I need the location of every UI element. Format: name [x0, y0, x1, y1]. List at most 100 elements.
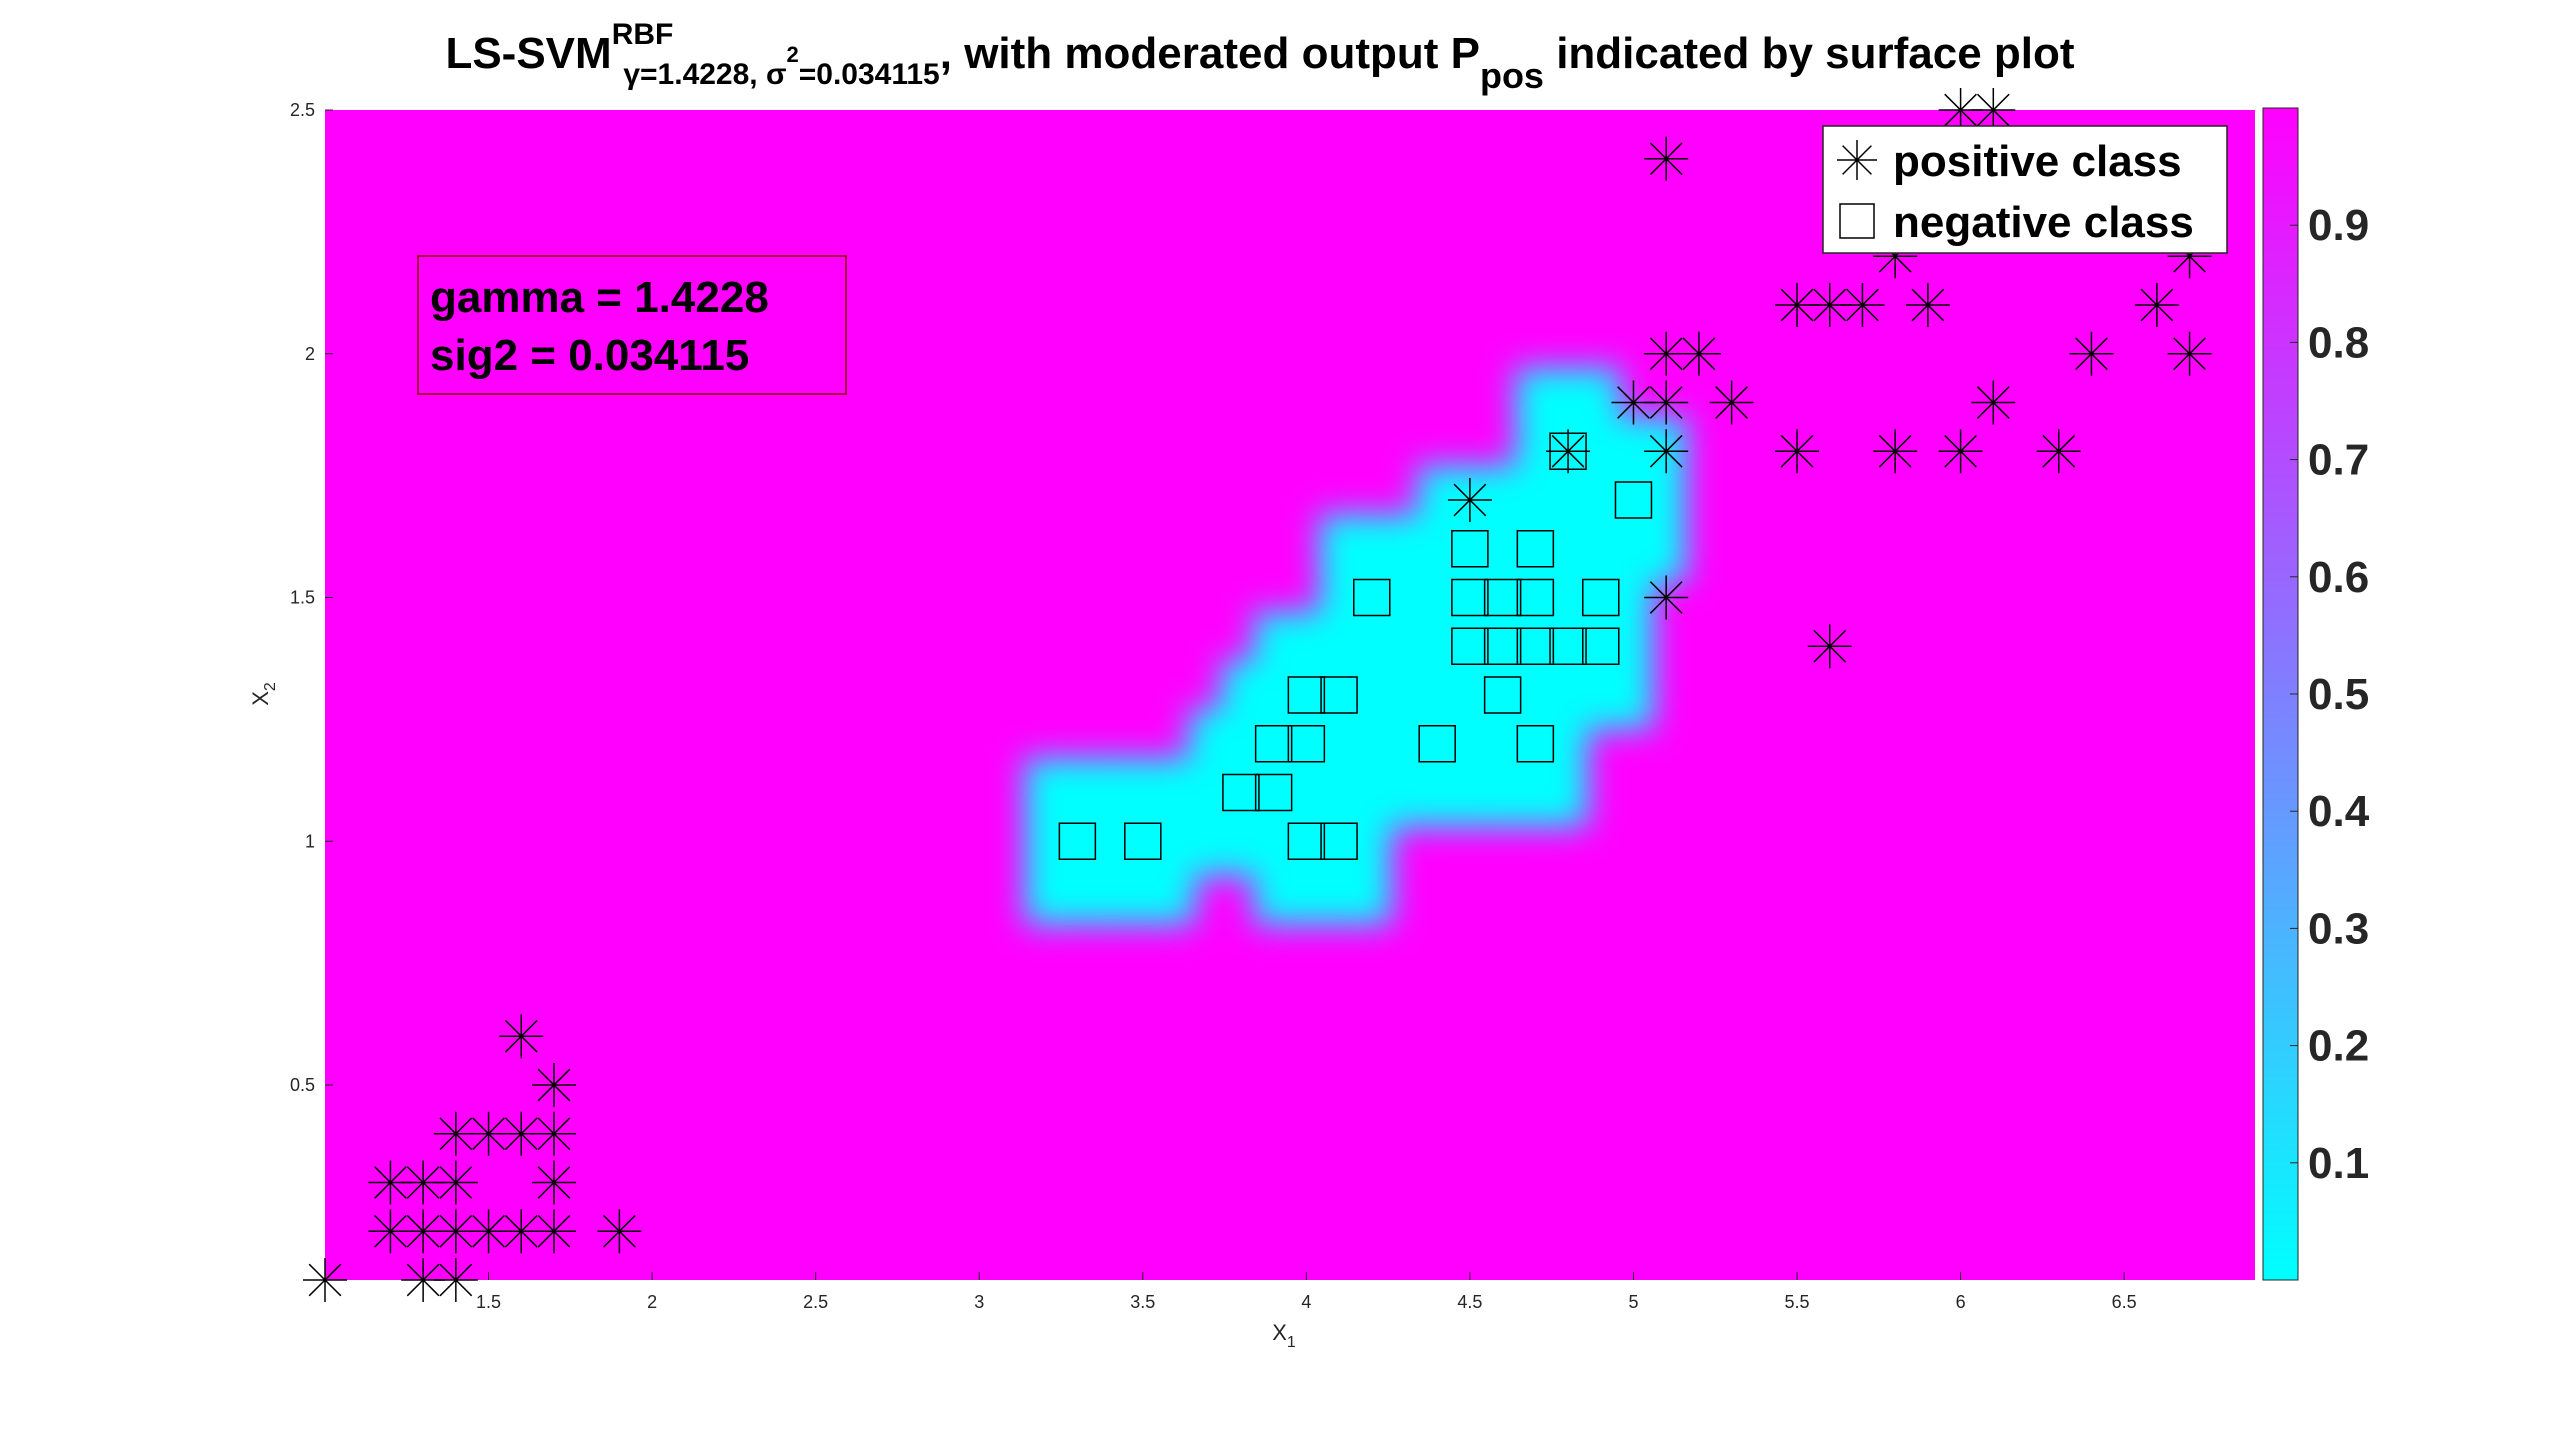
x-tick-label: 3.5 — [1130, 1292, 1155, 1312]
colorbar-tick-label: 0.8 — [2308, 318, 2369, 367]
negative-class-point — [1353, 578, 1391, 617]
positive-class-point — [2134, 283, 2179, 327]
colorbar-tick-label: 0.6 — [2308, 553, 2369, 602]
positive-class-point — [1676, 331, 1721, 376]
positive-class-point — [597, 1209, 642, 1254]
negative-class-point — [1287, 725, 1326, 763]
legend-label-positive: positive class — [1893, 137, 2182, 186]
title-subscript-sup: 2 — [787, 42, 799, 67]
surface-negative-region — [1025, 368, 1686, 925]
positive-class-point — [1873, 429, 1918, 474]
positive-class-point — [2069, 331, 2114, 376]
negative-class-point — [1614, 481, 1653, 519]
positive-class-point — [1938, 429, 1983, 474]
x-axis-label: X1 — [1272, 1320, 1296, 1351]
legend-square-marker — [1839, 203, 1875, 239]
y-tick-label: 1.5 — [290, 588, 315, 608]
positive-class-point — [303, 1258, 347, 1302]
x-tick-label: 3 — [974, 1292, 984, 1312]
x-axis-ticks: 1.5 2 2.5 3 3.5 4 4.5 5 5.5 6 6.5 — [476, 1272, 2137, 1312]
y-axis-label: X2 — [248, 682, 279, 706]
negative-class-point — [1516, 725, 1555, 763]
positive-class-point — [1546, 429, 1591, 474]
positive-class-point — [433, 1258, 478, 1302]
annotation-sig2: sig2 = 0.034115 — [430, 331, 749, 380]
y-tick-label: 2.5 — [290, 100, 315, 120]
title-superscript: RBF — [612, 18, 674, 51]
negative-class-point — [1451, 530, 1489, 568]
negative-class-point — [1582, 578, 1620, 617]
negative-class-point — [1254, 773, 1293, 812]
y-tick-label: 0.5 — [290, 1075, 315, 1095]
colorbar-tick-label: 0.7 — [2308, 436, 2369, 485]
positive-class-point — [368, 1160, 413, 1205]
x-tick-label: 4 — [1301, 1292, 1311, 1312]
negative-class-point — [1254, 725, 1293, 763]
negative-class-point — [1516, 578, 1555, 617]
colorbar-tick-label: 0.5 — [2308, 670, 2369, 719]
positive-class-point — [1447, 478, 1492, 522]
positive-class-point — [2167, 331, 2212, 376]
title-rest: indicated by surface plot — [1544, 29, 2075, 78]
negative-class-point — [1451, 578, 1489, 617]
y-axis-ticks: 0.5 1 1.5 2 2.5 — [290, 100, 333, 1095]
x-tick-label: 1.5 — [476, 1292, 501, 1312]
negative-class-point — [1516, 627, 1555, 665]
positive-class-point — [1709, 380, 1754, 425]
positive-class-point — [1971, 88, 2016, 132]
title-subscript-rest: =0.034115 — [799, 58, 940, 91]
legend-label-negative: negative class — [1893, 198, 2194, 247]
x-tick-label: 2.5 — [803, 1292, 828, 1312]
negative-class-point — [1418, 725, 1456, 763]
negative-class-point — [1058, 822, 1097, 860]
negative-class-point — [1483, 627, 1522, 665]
annotation-gamma: gamma = 1.4228 — [430, 273, 769, 322]
negative-class-point — [1483, 578, 1522, 617]
positive-class-point — [531, 1111, 576, 1156]
colorbar: 0.1 0.2 0.3 0.4 0.5 0.6 0.7 0.8 0.9 — [2262, 107, 2370, 1281]
colorbar-ticks: 0.1 0.2 0.3 0.4 0.5 0.6 0.7 0.8 0.9 — [2290, 201, 2370, 1188]
markers — [303, 88, 2212, 1302]
y-tick-label: 2 — [305, 344, 315, 364]
negative-class-point — [1516, 530, 1555, 568]
negative-class-point — [1549, 627, 1587, 665]
title-subscript: γ=1.4228, σ — [623, 58, 786, 91]
annotation-box: gamma = 1.4228 sig2 = 0.034115 — [417, 255, 847, 395]
positive-class-point — [499, 1014, 544, 1059]
x-tick-label: 6.5 — [2112, 1292, 2137, 1312]
x-tick-label: 5.5 — [1785, 1292, 1810, 1312]
legend-square-glyph — [1839, 203, 1875, 239]
x-tick-label: 6 — [1956, 1292, 1966, 1312]
chart-title: LS-SVMRBF γ=1.4228, σ2=0.034115, with mod… — [445, 18, 2074, 96]
positive-class-point — [1644, 575, 1689, 620]
negative-class-point — [1320, 822, 1358, 860]
negative-class-point — [1124, 822, 1162, 860]
positive-class-point — [433, 1160, 478, 1205]
positive-class-point — [1905, 283, 1950, 327]
positive-class-point — [531, 1209, 576, 1254]
positive-class-point — [531, 1160, 576, 1205]
negative-class-point — [1287, 676, 1326, 714]
negative-class-point — [1582, 627, 1620, 665]
colorbar-tick-label: 0.3 — [2308, 904, 2369, 953]
positive-class-point — [1611, 380, 1656, 425]
title-prefix: LS-SVM — [445, 29, 611, 78]
positive-class-point — [2036, 429, 2081, 474]
surface-cell — [1319, 514, 1425, 681]
negative-class-point — [1483, 676, 1522, 714]
negative-class-point — [1287, 822, 1326, 860]
negative-class-point — [1451, 627, 1489, 665]
title-middle: , with moderated output P — [940, 29, 1480, 78]
surface-cell — [1090, 758, 1196, 925]
colorbar-tick-label: 0.2 — [2308, 1022, 2369, 1071]
positive-class-point — [1840, 283, 1885, 327]
y-tick-label: 1 — [305, 831, 315, 851]
negative-class-point — [1222, 773, 1260, 812]
title-middle-sub: pos — [1480, 55, 1544, 96]
legend: positive class negative class — [1822, 125, 2228, 254]
positive-class-point — [1775, 429, 1820, 474]
legend-asterisk-marker — [1837, 140, 1877, 180]
positive-class-point — [531, 1063, 576, 1107]
positive-class-point — [1971, 380, 2016, 425]
